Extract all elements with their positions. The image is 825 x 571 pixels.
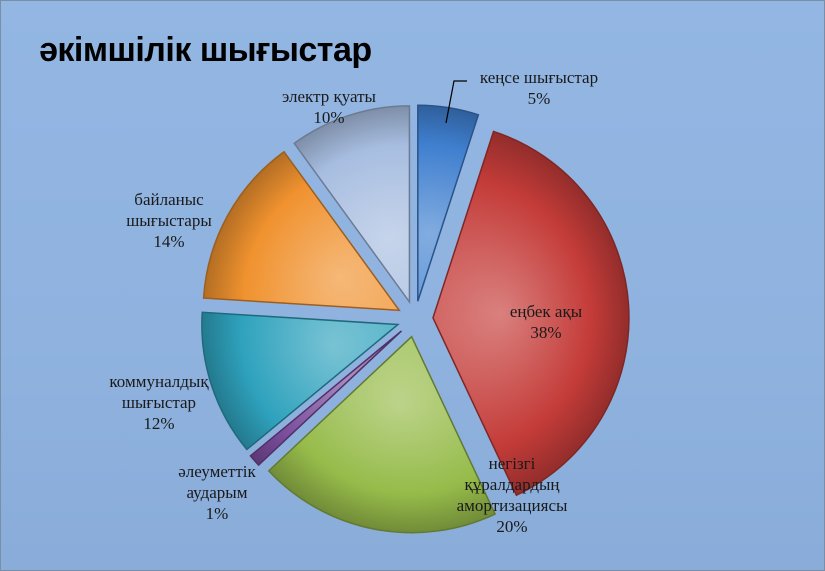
slice-label-3: әлеуметтік аударым 1% — [178, 462, 256, 523]
pie-slice-6 — [293, 105, 411, 305]
slice-label-6: электр қуаты 10% — [282, 87, 377, 127]
pie-slice-5 — [202, 150, 401, 312]
pie-slice-1 — [432, 130, 630, 497]
slice-label-4: коммуналдық шығыстар 12% — [109, 372, 209, 433]
chart-title: әкімшілік шығыстар — [39, 31, 372, 69]
slice-label-2: негізгі құралдардың амортизациясы 20% — [457, 454, 568, 536]
leader-line — [445, 80, 467, 124]
pie-slice-3 — [249, 330, 403, 467]
slice-label-1: еңбек ақы 38% — [510, 302, 583, 342]
pie-slice-2 — [267, 335, 497, 534]
slice-label-5: байланыс шығыстары 14% — [126, 190, 212, 251]
pie-slice-4 — [201, 311, 400, 451]
slice-label-0: кеңсе шығыстар 5% — [480, 68, 598, 108]
